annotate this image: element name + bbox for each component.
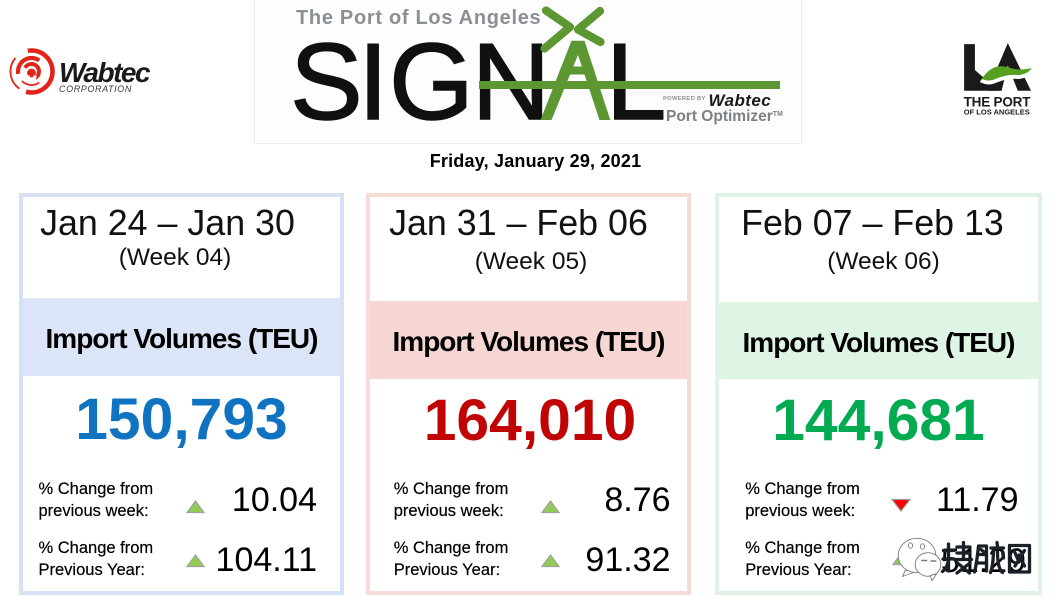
- svg-text:THE PORT: THE PORT: [964, 94, 1032, 109]
- svg-text:OF LOS ANGELES: OF LOS ANGELES: [964, 107, 1030, 116]
